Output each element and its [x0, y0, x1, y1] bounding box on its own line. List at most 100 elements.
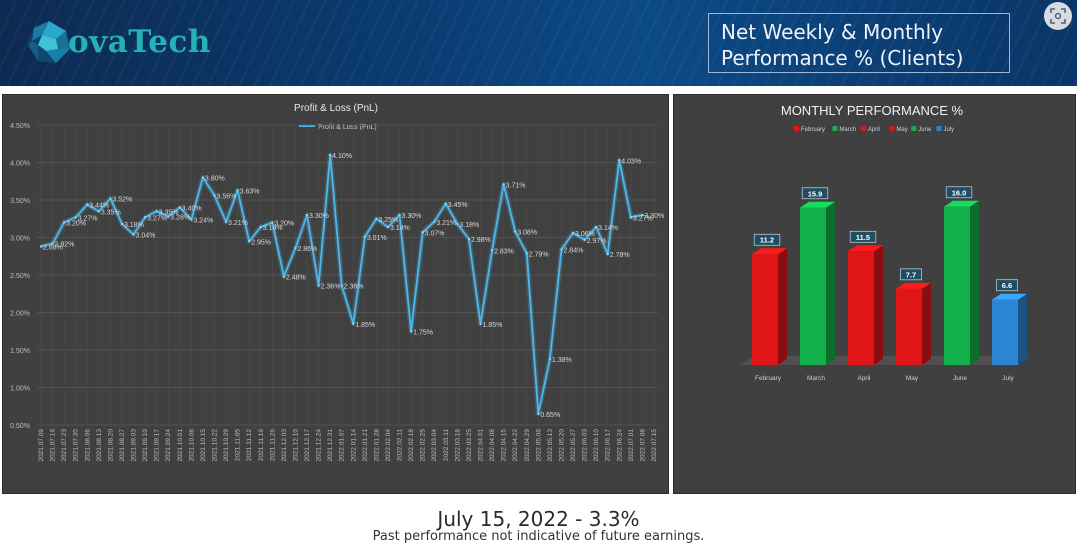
pnl-xtick-label: 2022.05.20: [558, 429, 565, 462]
bar-front-face: [848, 251, 874, 365]
pnl-data-point: [537, 412, 540, 415]
pnl-xtick-label: 2021.09.03: [131, 429, 138, 462]
pnl-xtick-label: 2022.03.04: [431, 429, 438, 462]
pnl-data-point: [97, 210, 100, 213]
pnl-data-point: [51, 242, 54, 245]
bar-top-face: [992, 293, 1027, 300]
pnl-data-label: 4.03%: [621, 158, 641, 165]
pnl-xtick-label: 2022.06.17: [605, 429, 612, 462]
pnl-data-label: 3.21%: [436, 220, 456, 227]
pnl-data-label: 3.80%: [205, 176, 225, 183]
pnl-xtick-label: 2022.06.03: [582, 429, 589, 462]
bar-value-box: [801, 187, 829, 200]
bar-side-face: [1018, 293, 1027, 365]
pnl-data-label: 3.04%: [136, 233, 156, 240]
pnl-data-point: [155, 210, 158, 213]
pnl-ytick-label: 3.00%: [10, 236, 30, 243]
pnl-xtick-label: 2022.03.25: [466, 429, 473, 462]
pnl-xtick-label: 2021.08.13: [96, 429, 103, 462]
image-search-button[interactable]: [1044, 2, 1072, 30]
pnl-data-label: 3.20%: [66, 221, 86, 228]
pnl-data-label: 2.88%: [43, 245, 63, 252]
pnl-xtick-label: 2022.02.25: [420, 429, 427, 462]
pnl-ytick-label: 1.00%: [10, 386, 30, 393]
bar-top-face: [896, 282, 931, 289]
bar-category-label: April: [857, 375, 871, 382]
pnl-data-label: 2.84%: [563, 248, 583, 255]
pnl-xtick-label: 2022.01.21: [362, 429, 369, 462]
pnl-data-point: [86, 203, 89, 206]
pnl-xtick-label: 2021.09.17: [154, 429, 161, 462]
pnl-data-point: [317, 284, 320, 287]
bar-legend-swatch: [794, 126, 799, 131]
pnl-data-point: [224, 220, 228, 223]
pnl-data-point: [421, 231, 424, 234]
logo-text: ovaTech: [68, 24, 211, 60]
pnl-data-label: 3.52%: [112, 197, 132, 204]
bar-legend-swatch: [832, 126, 838, 131]
scan-icon: [1050, 8, 1066, 24]
bar-legend-swatch: [889, 126, 895, 131]
pnl-data-label: 3.14%: [390, 225, 410, 232]
pnl-xtick-label: 2021.11.19: [258, 429, 265, 461]
monthly-chart-panel: MONTHLY PERFORMANCE % February March April…: [673, 94, 1076, 494]
pnl-data-point: [305, 213, 309, 217]
pnl-data-point: [548, 357, 552, 361]
pnl-xtick-label: 2021.09.24: [165, 429, 172, 462]
pnl-data-label: 2.97%: [587, 238, 607, 245]
pnl-data-point: [375, 217, 378, 220]
bar-category-label: July: [1002, 375, 1014, 382]
bar-category-label: March: [807, 375, 825, 382]
pnl-xtick-label: 2021.10.22: [211, 429, 218, 462]
pnl-legend-label: Profit & Loss (PnL): [318, 124, 377, 131]
pnl-data-label: 2.83%: [494, 248, 514, 255]
bar-value-label: 16.0: [952, 188, 967, 197]
bar-may: 7.7: [896, 268, 931, 365]
pnl-xtick-label: 2022.04.22: [512, 429, 519, 462]
pnl-data-point: [352, 322, 355, 325]
pnl-data-label: 3.25%: [378, 217, 398, 224]
pnl-data-label: 3.35%: [101, 209, 121, 216]
pnl-xtick-label: 2021.07.16: [50, 429, 57, 462]
pnl-xtick-label: 2021.07.09: [38, 429, 45, 462]
bar-value-label: 15.9: [808, 189, 823, 198]
pnl-xtick-label: 2021.07.30: [73, 429, 80, 462]
pnl-data-label: 3.27%: [147, 215, 167, 222]
bar-legend-label: April: [868, 127, 880, 133]
pnl-data-label: 3.40%: [182, 206, 202, 213]
pnl-data-point: [143, 216, 147, 219]
pnl-data-point: [606, 252, 609, 256]
logo: ovaTech: [26, 16, 211, 68]
bar-front-face: [752, 254, 778, 365]
pnl-data-label: 3.35%: [159, 209, 179, 216]
pnl-data-point: [213, 194, 216, 197]
bar-value-box: [849, 230, 877, 243]
pnl-data-point: [271, 221, 274, 224]
pnl-xtick-label: 2022.07.01: [628, 429, 635, 462]
bar-july: 6.6: [992, 279, 1027, 365]
pnl-xtick-label: 2021.11.26: [269, 429, 276, 461]
pnl-data-label: 3.45%: [448, 202, 468, 209]
pnl-xtick-label: 2022.07.15: [651, 429, 658, 462]
bar-category-label: June: [953, 375, 967, 382]
pnl-xtick-label: 2021.10.29: [223, 429, 230, 462]
pnl-data-point: [398, 213, 401, 217]
pnl-xtick-label: 2021.09.10: [142, 429, 149, 462]
pnl-xtick-label: 2022.06.24: [616, 429, 623, 462]
pnl-xtick-label: 2022.03.11: [443, 429, 450, 461]
footer-disclaimer: Past performance not indicative of futur…: [372, 529, 705, 544]
pnl-chart-panel: Profit & Loss (PnL) Profit & Loss (PnL) …: [2, 94, 669, 494]
pnl-data-point: [514, 230, 517, 233]
bar-february: 11.2: [752, 233, 787, 365]
bar-june: 16.0: [944, 186, 979, 365]
pnl-data-point: [329, 153, 332, 157]
pnl-data-point: [467, 237, 471, 241]
pnl-data-point: [618, 159, 621, 162]
bar-value-box: [996, 279, 1018, 292]
bar-front-face: [800, 207, 826, 365]
pnl-data-point: [444, 202, 447, 205]
pnl-data-label: 2.86%: [297, 246, 317, 253]
pnl-xtick-label: 2021.12.10: [292, 429, 299, 462]
pnl-data-label: 2.48%: [286, 275, 306, 282]
bar-april: 11.5: [848, 230, 883, 365]
